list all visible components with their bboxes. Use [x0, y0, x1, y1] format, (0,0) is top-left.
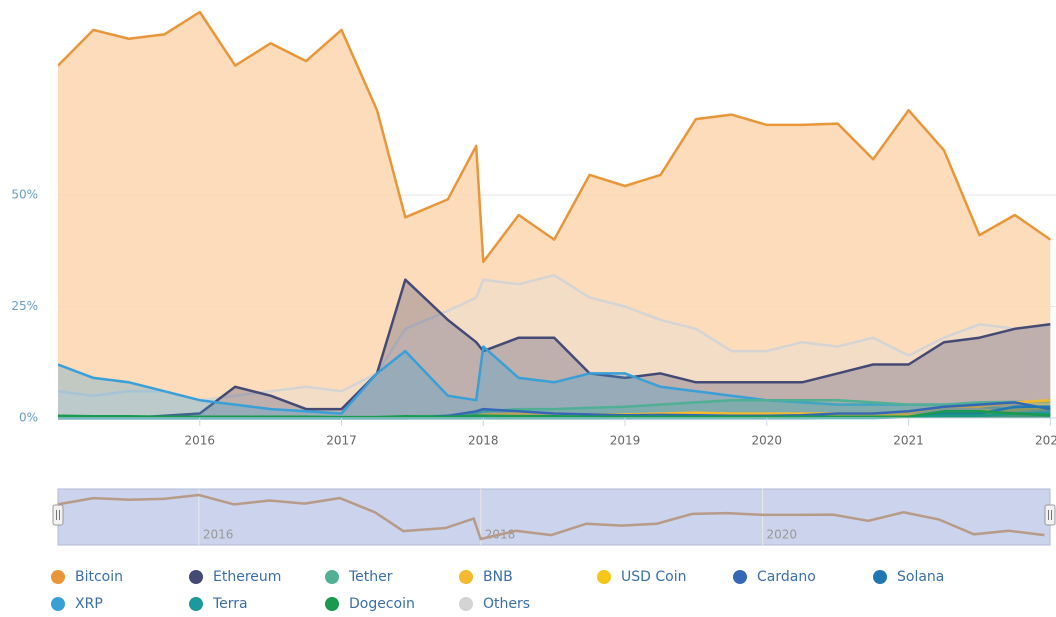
- legend-label: Ethereum: [213, 569, 281, 585]
- y-tick-label: 0%: [19, 411, 38, 425]
- x-tick-label: 2018: [468, 434, 499, 448]
- area-line: [58, 410, 1051, 419]
- area-line: [58, 278, 1051, 420]
- legend-label: USD Coin: [621, 569, 686, 585]
- legend-label: XRP: [75, 596, 103, 612]
- legend-label: Solana: [897, 569, 944, 585]
- navigator-tick-label: 2020: [767, 528, 798, 542]
- area-fill: [58, 412, 1051, 418]
- x-tick-label: 2017: [326, 434, 357, 448]
- x-tick-label: 2019: [610, 434, 641, 448]
- legend-symbol: [325, 570, 339, 584]
- legend-item[interactable]: Cardano: [733, 569, 816, 585]
- navigator-handle[interactable]: [1044, 504, 1056, 526]
- legend-symbol: [459, 597, 473, 611]
- legend-item[interactable]: Solana: [873, 569, 944, 585]
- area-line: [58, 273, 1051, 402]
- legend-item[interactable]: Terra: [189, 596, 248, 612]
- navigator: 2016 2018 2020: [52, 488, 1056, 546]
- area-fill: [58, 12, 1051, 418]
- legend-label: Tether: [348, 569, 393, 585]
- navigator-line: [57, 493, 1045, 541]
- legend-symbol: [597, 570, 611, 584]
- legend-label: Dogecoin: [349, 596, 415, 612]
- legend-label: Others: [483, 596, 530, 612]
- legend-symbol: [189, 570, 203, 584]
- legend-item[interactable]: Dogecoin: [325, 596, 415, 612]
- legend-item[interactable]: XRP: [51, 596, 103, 612]
- legend-symbol: [459, 570, 473, 584]
- legend-symbol: [733, 570, 747, 584]
- legend-item[interactable]: Tether: [325, 569, 393, 585]
- legend-item[interactable]: Ethereum: [189, 569, 281, 585]
- x-tick-label: 2020: [752, 434, 783, 448]
- legend-item[interactable]: Others: [459, 596, 530, 612]
- legend-symbol: [325, 597, 339, 611]
- area-line: [58, 10, 1052, 264]
- legend-item[interactable]: Bitcoin: [51, 569, 123, 585]
- legend-label: Cardano: [757, 569, 816, 585]
- navigator-handle[interactable]: [52, 504, 64, 526]
- y-tick-label: 50%: [11, 187, 38, 201]
- legend-symbol: [51, 597, 65, 611]
- legend-label: BNB: [483, 569, 513, 585]
- legend-item[interactable]: BNB: [459, 569, 513, 585]
- legend-symbol: [189, 597, 203, 611]
- plot-area: [58, 10, 1052, 420]
- legend-label: Bitcoin: [75, 569, 123, 585]
- legend-label: Terra: [212, 596, 248, 612]
- area-line: [58, 345, 1051, 415]
- x-tick-label: 2016: [184, 434, 215, 448]
- legend: Bitcoin Ethereum Tether BNB USD Coin Cardano S…: [51, 569, 944, 612]
- legend-item[interactable]: USD Coin: [597, 569, 686, 585]
- legend-symbol: [873, 570, 887, 584]
- x-tick-label: 2021: [893, 434, 924, 448]
- y-tick-label: 25%: [11, 299, 38, 313]
- navigator-tick-label: 2016: [203, 528, 234, 542]
- legend-symbol: [51, 570, 65, 584]
